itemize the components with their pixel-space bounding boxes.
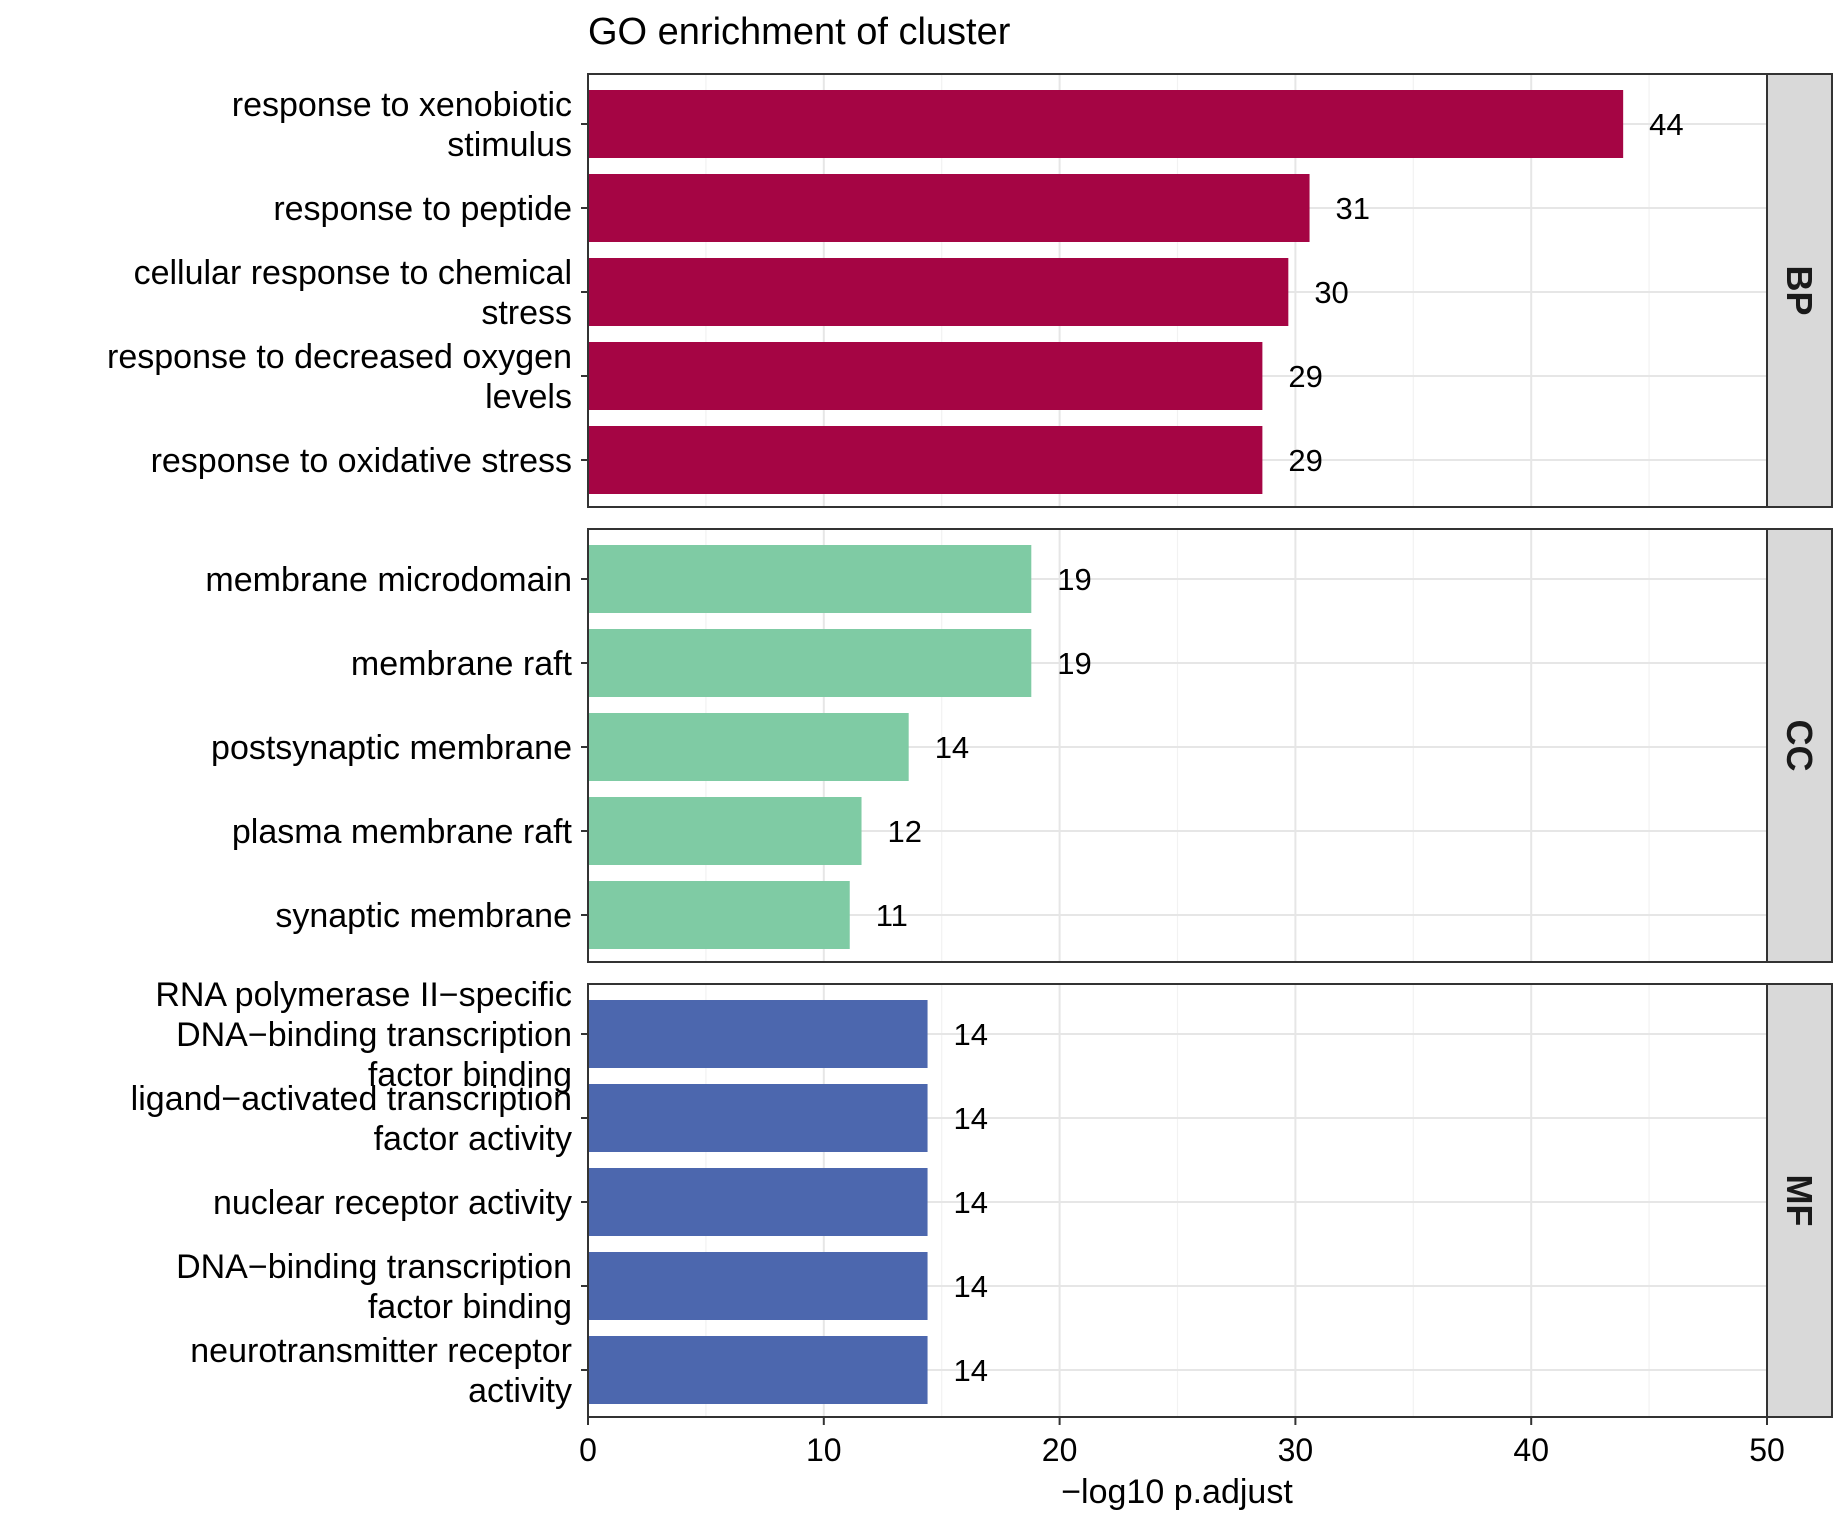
bar-value-label: 29 bbox=[1288, 443, 1322, 478]
bar-value-label: 19 bbox=[1057, 646, 1091, 681]
facet-strip bbox=[1766, 528, 1833, 963]
x-axis: 0 10 20 30 40 50 bbox=[579, 1417, 1785, 1468]
bar-bp-3 bbox=[588, 258, 1289, 326]
category-label: RNA polymerase II−specific DNA−binding tr… bbox=[155, 976, 572, 1094]
bar-mf-4 bbox=[588, 1252, 928, 1320]
bar-value-label: 29 bbox=[1288, 359, 1322, 394]
bar-cc-4 bbox=[588, 797, 862, 865]
x-tick-label: 20 bbox=[1042, 1432, 1078, 1468]
bar-value-label: 14 bbox=[954, 1185, 988, 1220]
bar-mf-3 bbox=[588, 1168, 928, 1236]
bar-value-label: 14 bbox=[935, 730, 969, 765]
bar-cc-1 bbox=[588, 545, 1032, 613]
bar-cc-2 bbox=[588, 629, 1032, 697]
facet-strip-label: CC bbox=[1779, 720, 1820, 772]
category-label: cellular response to chemical stress bbox=[134, 254, 572, 332]
facet-strip-label: MF bbox=[1779, 1175, 1820, 1227]
bar-value-label: 14 bbox=[954, 1017, 988, 1052]
facet-strip bbox=[1766, 73, 1833, 508]
panel-bp: 44 response to xenobiotic stimulus 31 respon… bbox=[107, 73, 1833, 508]
category-label: nuclear receptor activity bbox=[213, 1184, 572, 1222]
bar-bp-2 bbox=[588, 174, 1310, 242]
bar-value-label: 11 bbox=[876, 898, 908, 933]
category-label: plasma membrane raft bbox=[232, 813, 573, 851]
bar-value-label: 30 bbox=[1314, 275, 1348, 310]
bar-value-label: 19 bbox=[1057, 562, 1091, 597]
facet-panels: 44 response to xenobiotic stimulus 31 respon… bbox=[107, 73, 1833, 1418]
x-tick-label: 50 bbox=[1749, 1432, 1785, 1468]
panel-mf: 14 RNA polymerase II−specific DNA−binding … bbox=[131, 976, 1833, 1418]
bar-value-label: 44 bbox=[1649, 107, 1683, 142]
category-label: response to oxidative stress bbox=[151, 442, 572, 480]
x-tick-label: 0 bbox=[579, 1432, 597, 1468]
bar-mf-1 bbox=[588, 1000, 928, 1068]
facet-strip-label: BP bbox=[1779, 265, 1820, 315]
x-tick-label: 30 bbox=[1278, 1432, 1314, 1468]
category-label: membrane raft bbox=[351, 645, 573, 683]
category-label: membrane microdomain bbox=[205, 561, 572, 599]
bar-mf-5 bbox=[588, 1336, 928, 1404]
bar-value-label: 31 bbox=[1336, 191, 1370, 226]
bar-value-label: 14 bbox=[954, 1353, 988, 1388]
bar-mf-2 bbox=[588, 1084, 928, 1152]
bar-value-label: 14 bbox=[954, 1269, 988, 1304]
x-tick-label: 40 bbox=[1513, 1432, 1549, 1468]
bar-value-label: 14 bbox=[954, 1101, 988, 1136]
bar-value-label: 12 bbox=[888, 814, 922, 849]
x-tick-label: 10 bbox=[806, 1432, 842, 1468]
bar-bp-4 bbox=[588, 342, 1263, 410]
panel-cc: 19 membrane microdomain 19 membrane raft 14 p… bbox=[205, 528, 1833, 963]
category-label: response to decreased oxygen levels bbox=[107, 338, 572, 416]
facet-strip bbox=[1766, 983, 1833, 1418]
category-label: ligand−activated transcription factor act… bbox=[131, 1080, 572, 1158]
category-label: synaptic membrane bbox=[275, 897, 572, 935]
x-axis-title: −log10 p.adjust bbox=[1061, 1473, 1293, 1511]
category-label: response to peptide bbox=[273, 190, 572, 228]
bar-bp-1 bbox=[588, 90, 1624, 158]
category-label: postsynaptic membrane bbox=[211, 729, 572, 767]
category-label: DNA−binding transcription factor binding bbox=[176, 1248, 572, 1326]
bar-cc-3 bbox=[588, 713, 909, 781]
chart-title: GO enrichment of cluster bbox=[588, 11, 1011, 53]
bar-cc-5 bbox=[588, 881, 850, 949]
category-label: response to xenobiotic stimulus bbox=[232, 86, 572, 164]
category-label: neurotransmitter receptor activity bbox=[190, 1332, 572, 1410]
bar-bp-5 bbox=[588, 426, 1263, 494]
